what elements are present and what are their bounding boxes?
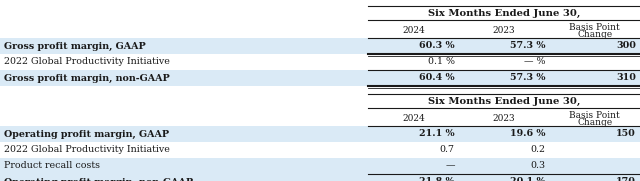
Text: 2023: 2023 (493, 114, 515, 123)
Text: 0.3: 0.3 (530, 161, 545, 171)
Text: Operating profit margin, non-GAAP: Operating profit margin, non-GAAP (4, 178, 193, 181)
Text: Operating profit margin, GAAP: Operating profit margin, GAAP (4, 129, 169, 138)
Text: 2022 Global Productivity Initiative: 2022 Global Productivity Initiative (4, 58, 170, 66)
Text: 2022 Global Productivity Initiative: 2022 Global Productivity Initiative (4, 146, 170, 155)
Text: 150: 150 (616, 129, 636, 138)
Text: 60.4 %: 60.4 % (419, 73, 454, 83)
Text: 57.3 %: 57.3 % (510, 73, 545, 83)
Text: Change: Change (577, 30, 612, 39)
Text: 0.2: 0.2 (531, 146, 545, 155)
Text: 300: 300 (616, 41, 636, 50)
Text: Gross profit margin, non-GAAP: Gross profit margin, non-GAAP (4, 73, 170, 83)
Text: Change: Change (577, 118, 612, 127)
Bar (0, 70, 640, 86)
Text: 21.8 %: 21.8 % (419, 178, 454, 181)
Text: Product recall costs: Product recall costs (4, 161, 100, 171)
Text: 310: 310 (616, 73, 636, 83)
Text: 170: 170 (616, 178, 636, 181)
Bar (0, 126, 640, 142)
Text: 2023: 2023 (493, 26, 515, 35)
Text: Six Months Ended June 30,: Six Months Ended June 30, (428, 96, 580, 106)
Text: —: — (445, 161, 454, 171)
Text: Gross profit margin, GAAP: Gross profit margin, GAAP (4, 41, 146, 50)
Text: 0.7: 0.7 (440, 146, 454, 155)
Text: Six Months Ended June 30,: Six Months Ended June 30, (428, 9, 580, 18)
Text: 20.1 %: 20.1 % (509, 178, 545, 181)
Text: 21.1 %: 21.1 % (419, 129, 454, 138)
Text: 19.6 %: 19.6 % (510, 129, 545, 138)
Text: 2024: 2024 (402, 26, 425, 35)
Bar (0, 38, 640, 54)
Text: Basis Point: Basis Point (570, 23, 620, 32)
Text: 60.3 %: 60.3 % (419, 41, 454, 50)
Text: — %: — % (524, 58, 545, 66)
Text: 0.1 %: 0.1 % (428, 58, 454, 66)
Text: 57.3 %: 57.3 % (510, 41, 545, 50)
Text: Basis Point: Basis Point (570, 111, 620, 120)
Bar (0, 174, 640, 181)
Bar (0, 158, 640, 174)
Text: 2024: 2024 (402, 114, 425, 123)
